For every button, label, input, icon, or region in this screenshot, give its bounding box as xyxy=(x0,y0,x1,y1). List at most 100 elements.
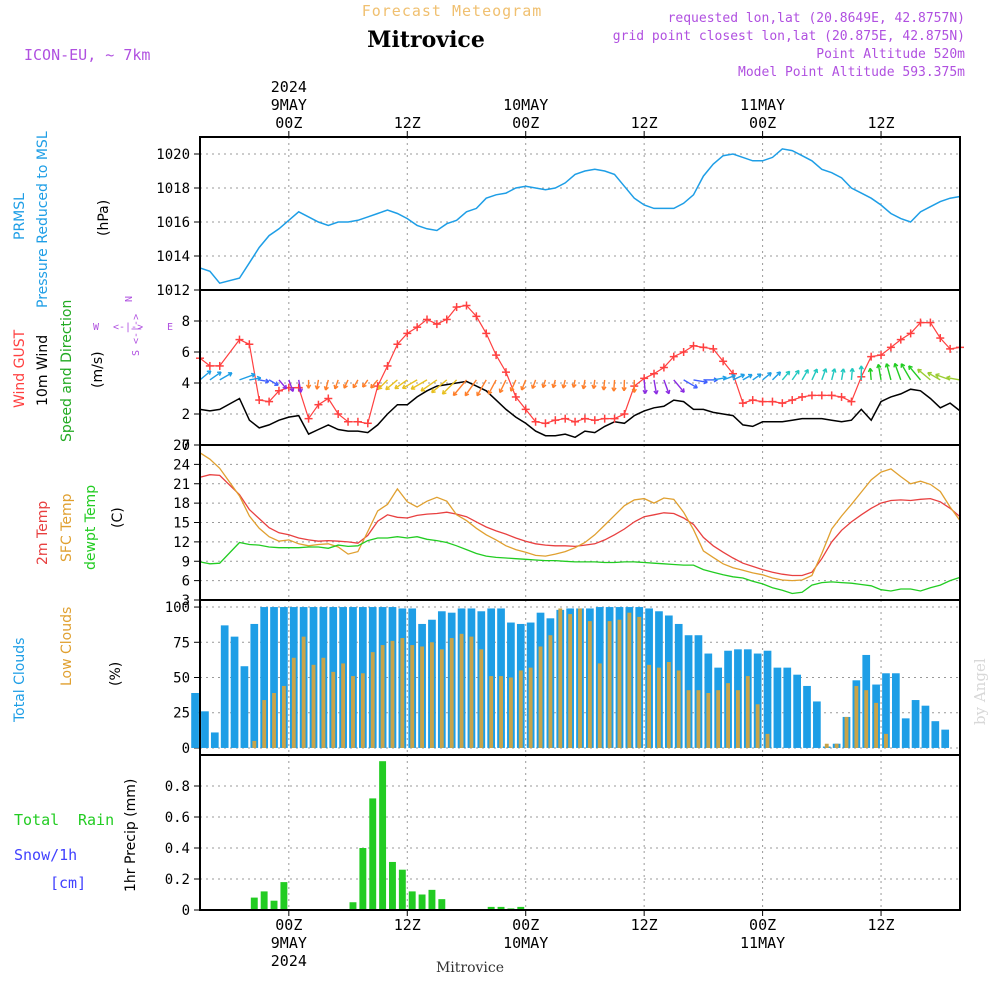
wind-arrow-head xyxy=(840,368,845,373)
wind-gust-label: Wind GUST xyxy=(12,329,28,408)
y-tick-label: 1012 xyxy=(156,283,190,299)
total-cloud-bar xyxy=(803,685,811,748)
wind-arrow xyxy=(742,374,753,381)
low-cloud-bar xyxy=(430,642,434,748)
requested-coords: requested lon,lat (20.8649E, 42.8757N) xyxy=(668,11,965,26)
compass-vertical: <-|-> xyxy=(131,314,142,344)
wind-arrow xyxy=(476,379,487,397)
wind-arrow xyxy=(673,379,685,393)
y-tick-label: 0 xyxy=(182,438,190,454)
low-cloud-bar xyxy=(834,743,839,748)
low-cloud-bar xyxy=(469,636,474,748)
rain-bar xyxy=(389,861,396,910)
wind-arrow xyxy=(402,379,418,389)
wind-arrow xyxy=(385,379,398,391)
y-tick-label: 3 xyxy=(182,593,190,609)
total-cloud-bar xyxy=(941,729,950,748)
wind-arrow xyxy=(917,368,931,381)
wind-labels: Wind GUST 10m Wind Speed and Direction (… xyxy=(12,296,173,442)
wind-arrow xyxy=(894,363,902,381)
compass-n: N xyxy=(124,296,135,302)
wind-arrow xyxy=(946,376,961,381)
wind-arrow xyxy=(394,379,408,390)
low-cloud-bar xyxy=(755,704,760,748)
wind-arrow-head xyxy=(325,386,329,391)
bottom-time-label: 10MAY xyxy=(503,934,548,952)
top-time-label: 00Z xyxy=(275,114,302,132)
wind-arrow-head xyxy=(867,368,871,373)
wind10-label: 10m Wind xyxy=(35,335,51,406)
low-cloud-bar xyxy=(765,733,770,748)
y-tick-label: 8 xyxy=(182,314,190,330)
low-cloud-bar xyxy=(331,671,336,748)
wind-arrow xyxy=(653,379,658,395)
compass-s: S xyxy=(131,350,142,356)
wind-arrow-head xyxy=(849,367,854,372)
wind-arrow xyxy=(602,379,606,391)
y-tick-label: 12 xyxy=(173,535,190,551)
model-label: ICON-EU, ~ 7km xyxy=(24,46,150,64)
total-cloud-bar xyxy=(230,636,239,748)
wind-arrow xyxy=(298,379,302,393)
location-title: Mitrovice xyxy=(367,27,485,53)
wind-arrow-head xyxy=(946,376,950,381)
clouds-unit: (%) xyxy=(108,662,124,686)
y-tick-label: 1020 xyxy=(156,147,190,163)
wind-arrow xyxy=(801,369,809,381)
wind-arrow xyxy=(410,379,428,390)
y-tick-label: 18 xyxy=(173,496,190,512)
y-tick-label: 9 xyxy=(182,554,190,570)
low-cloud-bar xyxy=(508,677,513,748)
low-cloud-bar xyxy=(824,743,829,748)
forecast-title: Forecast Meteogram xyxy=(362,2,543,20)
low-cloud-bar xyxy=(341,663,346,748)
low-cloud-bar xyxy=(489,676,494,748)
low-cloud-bar xyxy=(745,676,750,748)
wind-arrow xyxy=(510,379,517,392)
wind-arrow xyxy=(362,379,369,388)
wind-arrow xyxy=(683,379,698,389)
wind-arrow-head xyxy=(893,363,896,368)
wind-arrow-head xyxy=(884,363,888,368)
wind-arrow xyxy=(885,363,892,381)
low-cloud-bar xyxy=(854,685,859,748)
y-tick-label: 0 xyxy=(182,741,190,757)
wind-arrow-head xyxy=(353,385,358,389)
y-tick-label: 1018 xyxy=(156,181,190,197)
wind-arrow xyxy=(850,368,854,380)
low-cloud-bar xyxy=(696,690,701,748)
wind-arrow xyxy=(249,377,261,381)
low-cloud-bar xyxy=(864,690,869,748)
low-cloud-bar xyxy=(449,638,454,748)
low-cloud-bar xyxy=(558,608,563,748)
wind-arrow-head xyxy=(593,385,597,390)
bottom-time-label: 00Z xyxy=(749,916,776,934)
wind-arrow-head xyxy=(633,388,637,393)
wind-arrow-head xyxy=(256,375,262,379)
y-tick-label: 75 xyxy=(173,635,190,651)
wind10-line xyxy=(199,380,961,439)
low-cloud-bar xyxy=(844,716,849,748)
y-tick-label: 0.6 xyxy=(165,810,190,826)
wind-arrow xyxy=(877,364,882,381)
wind-arrow xyxy=(370,379,379,389)
pressure-labels: PRMSL Pressure Reduced to MSL (hPa) xyxy=(12,131,112,308)
y-tick-label: 2 xyxy=(182,407,190,423)
wind-arrow-head xyxy=(668,389,671,394)
wind-arrow xyxy=(840,368,845,381)
low-cloud-bar xyxy=(726,683,730,748)
wind-arrow xyxy=(352,379,359,389)
rain-bar xyxy=(280,882,288,910)
low-cloud-bar xyxy=(459,633,464,748)
bottom-time-label: 00Z xyxy=(275,916,302,934)
wind-arrow-head xyxy=(767,371,772,374)
wind-arrow-head xyxy=(542,384,547,389)
wind-arrow-head xyxy=(465,393,470,397)
total-cloud-bar xyxy=(280,607,288,748)
wind-arrow xyxy=(732,373,745,381)
wind-arrow xyxy=(869,368,872,380)
point-altitude: Point Altitude 520m xyxy=(816,47,965,62)
wind-arrow xyxy=(343,379,349,389)
low-cloud-bar xyxy=(351,676,355,748)
wind-arrow-head xyxy=(776,371,781,374)
